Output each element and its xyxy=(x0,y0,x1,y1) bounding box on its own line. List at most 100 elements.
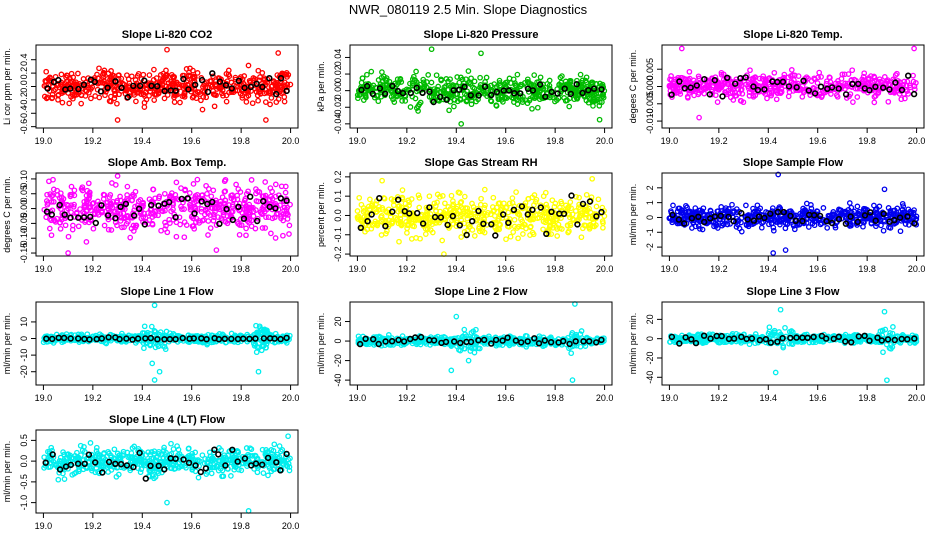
data-point xyxy=(788,67,795,73)
data-point xyxy=(134,72,141,79)
reference-point xyxy=(185,86,192,93)
data-point xyxy=(204,190,210,197)
y-tick-label: 0.005 xyxy=(645,58,655,81)
y-tick-label: -0.005 xyxy=(645,91,655,117)
data-point xyxy=(141,345,147,352)
data-point xyxy=(770,250,777,256)
reference-point xyxy=(554,90,561,97)
data-point xyxy=(451,96,458,103)
data-point xyxy=(583,74,590,81)
reference-point xyxy=(407,89,414,97)
data-point xyxy=(448,94,455,100)
x-tick-label: 19.2 xyxy=(84,136,102,146)
data-point xyxy=(542,189,549,196)
data-point xyxy=(75,70,81,77)
reference-point xyxy=(118,84,125,92)
data-point xyxy=(554,233,561,239)
data-point xyxy=(62,83,68,90)
reference-point xyxy=(437,93,444,101)
reference-point xyxy=(112,78,119,85)
data-point xyxy=(512,80,518,86)
x-tick-label: 19.8 xyxy=(858,264,876,274)
data-point xyxy=(511,99,517,105)
data-point xyxy=(758,224,765,231)
reference-point xyxy=(586,198,594,205)
data-point xyxy=(578,234,585,241)
reference-point xyxy=(737,74,744,82)
data-point xyxy=(284,84,290,91)
data-point xyxy=(151,302,158,309)
reference-point xyxy=(180,75,187,83)
reference-point xyxy=(44,85,51,92)
data-point xyxy=(177,99,183,106)
data-point xyxy=(161,95,168,102)
data-point xyxy=(514,71,521,78)
reference-point xyxy=(567,90,574,98)
data-point xyxy=(101,67,108,74)
data-point xyxy=(205,232,211,238)
y-tick-label: 0.0 xyxy=(333,209,343,222)
data-point xyxy=(448,367,455,374)
data-point xyxy=(456,79,463,86)
data-point xyxy=(48,232,55,239)
x-tick-label: 19.0 xyxy=(661,264,679,274)
data-point xyxy=(506,200,513,207)
y-axis-label: degrees C per min. xyxy=(2,176,12,253)
data-point xyxy=(203,182,209,189)
data-point xyxy=(519,99,526,105)
reference-point xyxy=(536,81,544,88)
data-point xyxy=(471,78,478,85)
data-point xyxy=(515,235,521,242)
reference-point xyxy=(80,81,88,88)
data-point xyxy=(354,208,361,214)
x-tick-label: 19.4 xyxy=(448,136,466,146)
reference-point xyxy=(574,221,581,228)
data-point xyxy=(275,50,282,56)
data-point xyxy=(388,93,395,100)
data-point xyxy=(670,202,676,209)
data-point xyxy=(490,194,497,201)
data-point xyxy=(262,179,269,185)
data-point xyxy=(461,326,468,333)
data-point xyxy=(82,87,89,94)
reference-point xyxy=(154,82,161,90)
reference-point xyxy=(155,202,162,209)
data-point xyxy=(251,76,258,82)
x-tick-label: 19.2 xyxy=(398,393,416,403)
reference-point xyxy=(842,91,850,98)
y-tick-label: 1 xyxy=(645,200,655,205)
data-point xyxy=(272,235,279,241)
y-axis-label: ml/min per min. xyxy=(2,313,12,375)
y-tick-label: 10 xyxy=(19,317,29,327)
data-point xyxy=(583,191,590,198)
data-point xyxy=(273,99,280,105)
x-tick-label: 19.8 xyxy=(858,136,876,146)
x-tick-label: 19.2 xyxy=(84,393,102,403)
data-point xyxy=(448,192,455,199)
data-point xyxy=(124,183,131,190)
data-point xyxy=(386,78,393,85)
data-point xyxy=(270,79,277,86)
data-point xyxy=(911,45,917,52)
data-point xyxy=(678,45,685,52)
data-point xyxy=(164,46,170,53)
panel-title: Slope Line 1 Flow xyxy=(121,286,214,298)
x-tick-label: 20.0 xyxy=(282,264,300,274)
y-tick-label: 0 xyxy=(333,339,343,344)
data-point xyxy=(283,71,290,78)
reference-point xyxy=(542,93,549,100)
y-tick-label: 0.000 xyxy=(645,75,655,98)
data-point xyxy=(80,76,87,82)
x-tick-label: 19.2 xyxy=(710,393,728,403)
data-point xyxy=(471,233,478,239)
data-point xyxy=(141,104,148,110)
data-point xyxy=(55,92,61,99)
data-point xyxy=(878,222,884,229)
reference-point xyxy=(598,208,605,216)
data-point xyxy=(115,72,122,79)
data-point xyxy=(181,92,187,99)
data-point xyxy=(540,226,546,233)
